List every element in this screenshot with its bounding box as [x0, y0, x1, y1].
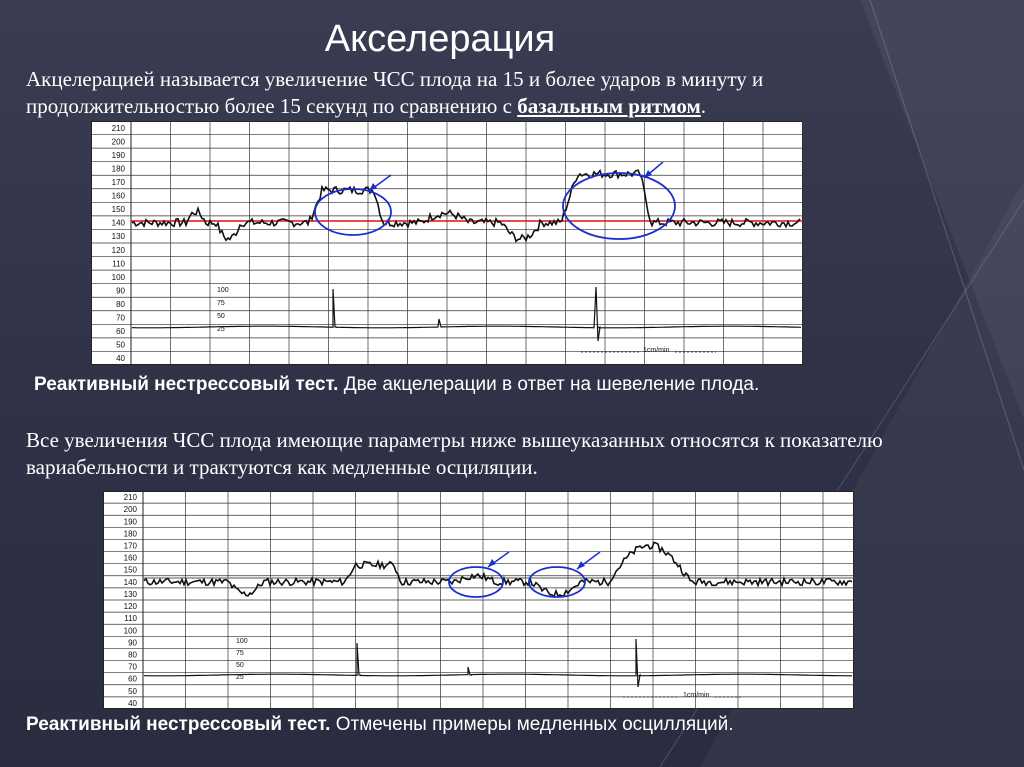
ctg-chart-1: 210 200 190 180 170 160 150 140 130 120 110 100 90 80…	[91, 121, 803, 365]
y-axis-label: 70	[128, 663, 137, 672]
y-axis-label: 50	[116, 341, 125, 350]
oscillation-1-circle	[448, 566, 504, 598]
y-axis-label: 110	[124, 614, 137, 623]
y-axis-label: 160	[124, 554, 138, 563]
y-axis-label: 120	[112, 246, 126, 255]
y-axis-label: 80	[116, 300, 125, 309]
y-axis-label: 130	[112, 232, 126, 241]
scale-label-100: 100	[236, 638, 248, 645]
y-axis-label: 40	[116, 354, 125, 363]
y-axis-label: 40	[128, 699, 137, 708]
caption-1-bold: Реактивный нестрессовый тест.	[34, 374, 339, 395]
scale-label-25: 25	[217, 326, 225, 333]
oscillation-paragraph: Все увеличения ЧСС плода имеющие парамет…	[26, 428, 883, 479]
y-axis-label: 200	[124, 505, 138, 514]
y-axis-label: 50	[128, 687, 137, 696]
ctg-chart-1-heart-rate-trace	[131, 168, 801, 243]
y-axis-label: 90	[128, 638, 137, 647]
ctg-chart-1-svg: 210 200 190 180 170 160 150 140 130 120 110 100 90 80…	[91, 121, 803, 365]
caption-1: Реактивный нестрессовый тест. Две акцеле…	[34, 374, 759, 396]
scale-label-50: 50	[217, 313, 225, 320]
oscillation-2-arrowhead	[577, 561, 585, 569]
definition-text: Акцелерацией называется увеличение ЧСС п…	[26, 67, 764, 118]
ctg-chart-2-grid	[103, 491, 854, 709]
acceleration-1-circle	[314, 188, 392, 236]
y-axis-label: 80	[128, 651, 137, 660]
y-axis-label: 90	[116, 286, 125, 295]
oscillation-1-arrowhead	[488, 559, 496, 567]
y-axis-label: 120	[124, 602, 138, 611]
oscillation-2-circle	[528, 566, 586, 598]
y-axis-label: 100	[124, 626, 138, 635]
y-axis-label: 190	[112, 151, 126, 160]
y-axis-label: 70	[116, 314, 125, 323]
ctg-chart-1-scale: 100 75 50 25	[217, 287, 229, 333]
ctg-chart-1-y-labels: 210 200 190 180 170 160 150 140 130 120 110 100 90 80…	[112, 124, 126, 363]
y-axis-label: 180	[112, 164, 126, 173]
caption-1-text: Две акцелерации в ответ на шевеление пло…	[338, 374, 760, 395]
y-axis-label: 180	[124, 529, 138, 538]
ctg-chart-2: 210 200 190 180 170 160 150 140 130 120 110 100 90 80…	[103, 491, 854, 709]
y-axis-label: 210	[112, 124, 126, 133]
ctg-chart-2-uterine-trace	[144, 638, 852, 688]
y-axis-label: 200	[112, 137, 126, 146]
y-axis-label: 170	[112, 178, 126, 187]
acceleration-2-arrowhead	[644, 170, 652, 178]
scale-label-50: 50	[236, 662, 244, 669]
ctg-chart-1-uterine-trace	[132, 286, 802, 342]
y-axis-label: 100	[112, 273, 126, 282]
y-axis-label: 140	[112, 219, 126, 228]
y-axis-label: 60	[128, 675, 137, 684]
ctg-chart-2-heart-rate-trace	[143, 541, 853, 599]
acceleration-1-arrowhead	[369, 183, 377, 191]
scale-label-25: 25	[236, 674, 244, 681]
ctg-chart-2-svg: 210 200 190 180 170 160 150 140 130 120 110 100 90 80…	[103, 491, 854, 709]
ctg-chart-2-y-labels: 210 200 190 180 170 160 150 140 130 120 110 100 90 80…	[124, 493, 138, 708]
caption-2-text: Отмечены примеры медленных осцилляций.	[330, 714, 734, 735]
ctg-chart-1-grid	[91, 121, 803, 365]
definition-paragraph: Акцелерацией называется увеличение ЧСС п…	[26, 66, 926, 120]
y-axis-label: 150	[124, 566, 138, 575]
y-axis-label: 190	[124, 517, 138, 526]
ctg-chart-2-speed-label: 1cm/min	[683, 692, 710, 699]
scale-label-100: 100	[217, 287, 229, 294]
y-axis-label: 160	[112, 192, 126, 201]
basal-rhythm-term: базальным ритмом	[517, 94, 701, 118]
y-axis-label: 130	[124, 590, 138, 599]
acceleration-2-circle	[562, 172, 676, 240]
scale-label-75: 75	[236, 650, 244, 657]
ctg-chart-2-scale: 100 75 50 25	[236, 638, 248, 681]
y-axis-label: 170	[124, 542, 138, 551]
y-axis-label: 110	[112, 259, 125, 268]
y-axis-label: 150	[112, 205, 126, 214]
caption-2-bold: Реактивный нестрессовый тест.	[26, 714, 331, 735]
caption-2: Реактивный нестрессовый тест. Отмечены п…	[26, 714, 734, 736]
y-axis-label: 140	[124, 578, 138, 587]
scale-label-75: 75	[217, 300, 225, 307]
definition-end: .	[700, 94, 707, 118]
y-axis-label: 210	[124, 493, 138, 502]
slide-title: Акселерация	[324, 18, 556, 60]
ctg-chart-1-speed-label: 1cm/min	[643, 347, 670, 354]
y-axis-label: 60	[116, 327, 125, 336]
